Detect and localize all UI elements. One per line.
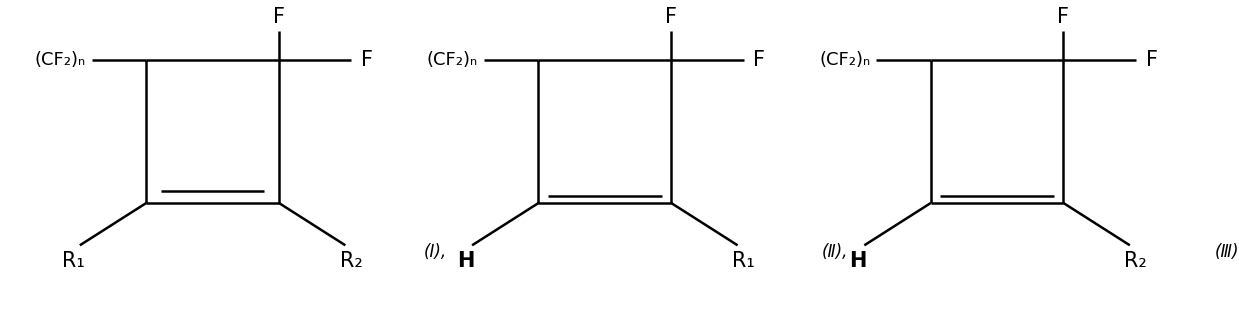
Text: F: F — [1057, 8, 1069, 28]
Text: F: F — [665, 8, 678, 28]
Text: R₂: R₂ — [339, 251, 363, 271]
Text: H: H — [850, 251, 867, 271]
Text: R₂: R₂ — [1125, 251, 1147, 271]
Text: (CF₂)ₙ: (CF₂)ₙ — [427, 51, 478, 69]
Text: (Ⅰ),: (Ⅰ), — [424, 243, 447, 261]
Text: (CF₂)ₙ: (CF₂)ₙ — [35, 51, 85, 69]
Text: R₁: R₁ — [62, 251, 85, 271]
Text: F: F — [361, 50, 373, 70]
Text: H: H — [457, 251, 475, 271]
Text: R₁: R₁ — [732, 251, 755, 271]
Text: (CF₂)ₙ: (CF₂)ₙ — [819, 51, 870, 69]
Text: F: F — [1146, 50, 1157, 70]
Text: F: F — [273, 8, 285, 28]
Text: (Ⅲ): (Ⅲ) — [1214, 243, 1239, 261]
Text: (Ⅱ),: (Ⅱ), — [823, 243, 849, 261]
Text: F: F — [753, 50, 766, 70]
